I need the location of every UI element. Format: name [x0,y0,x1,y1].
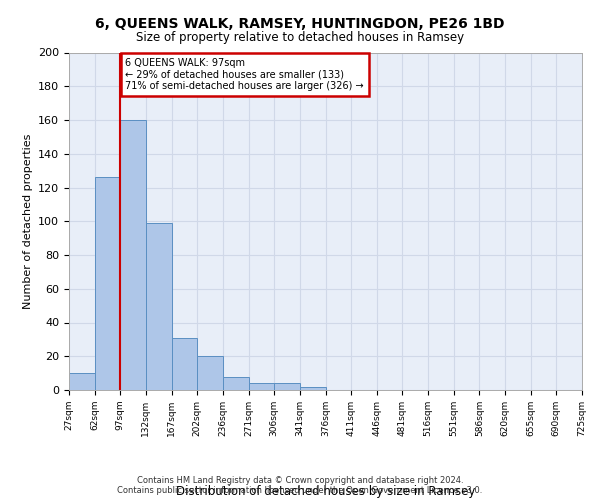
Text: Contains public sector information licensed under the Open Government Licence v3: Contains public sector information licen… [118,486,482,495]
Bar [95,178,121,390]
Text: 6 QUEENS WALK: 97sqm
← 29% of detached houses are smaller (133)
71% of semi-deta: 6 QUEENS WALK: 97sqm ← 29% of detached h… [125,58,364,91]
Text: 6, QUEENS WALK, RAMSEY, HUNTINGDON, PE26 1BD: 6, QUEENS WALK, RAMSEY, HUNTINGDON, PE26… [95,18,505,32]
Bar [121,120,146,390]
Bar [69,373,95,390]
Bar [197,356,223,390]
Bar [248,383,274,390]
Y-axis label: Number of detached properties: Number of detached properties [23,134,32,309]
Bar [223,376,248,390]
Text: Contains HM Land Registry data © Crown copyright and database right 2024.: Contains HM Land Registry data © Crown c… [137,476,463,485]
Bar [172,338,197,390]
Bar [146,223,172,390]
X-axis label: Distribution of detached houses by size in Ramsey: Distribution of detached houses by size … [176,484,475,498]
Bar [274,383,300,390]
Text: Size of property relative to detached houses in Ramsey: Size of property relative to detached ho… [136,31,464,44]
Bar [300,386,325,390]
